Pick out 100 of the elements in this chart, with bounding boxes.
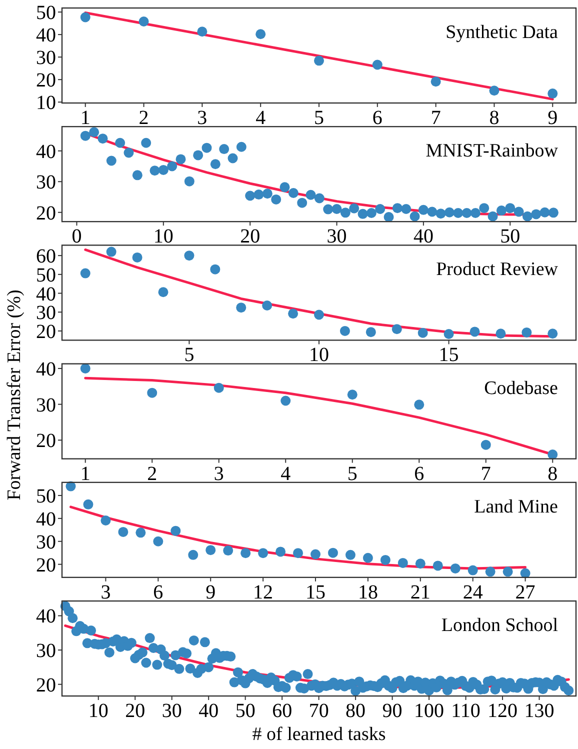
point: [436, 208, 446, 219]
point: [468, 565, 478, 576]
y-tick-label: 20: [36, 554, 56, 576]
text: London School: [441, 615, 558, 636]
point: [158, 287, 168, 298]
x-tick-label: 60: [272, 700, 292, 722]
point: [444, 207, 454, 218]
point: [496, 206, 506, 216]
y-tick-label: 10: [36, 92, 56, 114]
point: [236, 302, 246, 313]
point: [138, 16, 149, 27]
y-tick-label: 20: [36, 674, 56, 696]
point: [548, 208, 558, 218]
point: [80, 363, 90, 374]
point: [380, 554, 390, 565]
text: Land Mine: [474, 496, 558, 518]
point: [80, 130, 90, 141]
x-tick-label: 7: [430, 107, 441, 129]
point: [522, 327, 532, 338]
text: Synthetic Data: [446, 22, 559, 43]
point: [98, 134, 108, 144]
point: [66, 481, 76, 492]
point: [430, 76, 441, 87]
x-tick-label: 90: [382, 700, 402, 722]
x-tick-label: 1: [80, 107, 90, 129]
x-tick-label: 10: [153, 226, 174, 248]
point: [432, 560, 443, 571]
point: [398, 558, 408, 568]
x-tick-label: 70: [308, 700, 329, 722]
point: [89, 127, 100, 138]
point: [314, 193, 324, 204]
point: [366, 208, 376, 218]
x-tick-label: 9: [548, 107, 558, 129]
x-tick-label: 20: [240, 226, 260, 248]
point: [488, 211, 498, 222]
point: [314, 56, 324, 66]
point: [548, 328, 558, 339]
point: [347, 390, 358, 400]
point: [80, 268, 90, 278]
x-tick-label: 120: [488, 700, 518, 722]
point: [124, 148, 134, 158]
point: [372, 60, 382, 70]
point: [245, 190, 256, 201]
point: [540, 207, 550, 218]
point: [418, 204, 428, 215]
y-tick-label: 40: [36, 606, 56, 628]
point: [153, 536, 164, 546]
y-tick-label: 30: [36, 394, 56, 416]
point: [340, 326, 350, 336]
text: MNIST-Rainbow: [426, 140, 558, 162]
point: [280, 396, 291, 406]
x-tick-label: 3: [100, 581, 111, 604]
point: [489, 86, 500, 96]
point: [332, 204, 342, 214]
point: [184, 250, 194, 261]
point: [505, 203, 516, 214]
x-tick-label: 4: [280, 462, 291, 485]
point: [240, 548, 251, 558]
point: [80, 12, 90, 22]
x-tick-label: 27: [515, 581, 536, 604]
point: [100, 515, 111, 526]
x-tick-label: 40: [198, 700, 219, 722]
x-tick-label: 20: [125, 700, 146, 722]
x-tick-label: 12: [253, 581, 274, 604]
point: [502, 566, 513, 577]
x-tick-label: 15: [438, 344, 459, 366]
x-tick-label: 110: [451, 700, 480, 722]
point: [349, 203, 360, 214]
point: [414, 400, 424, 410]
y-tick-label: 40: [36, 140, 56, 163]
point: [415, 558, 426, 569]
point: [514, 206, 524, 217]
text: Codebase: [484, 378, 558, 399]
y-tick-label: 50: [36, 485, 56, 508]
point: [118, 526, 128, 537]
point: [531, 209, 542, 220]
point: [83, 499, 94, 510]
point: [258, 548, 268, 558]
point: [520, 568, 530, 578]
x-tick-label: 10: [309, 344, 329, 366]
point: [470, 208, 480, 218]
point: [297, 198, 308, 208]
point: [401, 204, 412, 214]
x-axis-title: # of learned tasks: [252, 724, 386, 745]
point: [485, 566, 496, 577]
x-tick-label: 21: [410, 581, 430, 604]
point: [158, 164, 168, 175]
x-tick-label: 4: [256, 107, 266, 129]
point: [470, 326, 480, 337]
point: [254, 190, 264, 200]
point: [141, 138, 152, 148]
point: [210, 159, 220, 170]
point: [170, 526, 181, 536]
point: [306, 190, 316, 200]
point: [444, 328, 454, 339]
point: [210, 264, 220, 274]
x-tick-label: 30: [326, 226, 347, 248]
x-tick-label: 40: [413, 226, 434, 248]
point: [150, 166, 160, 176]
point: [202, 142, 212, 153]
